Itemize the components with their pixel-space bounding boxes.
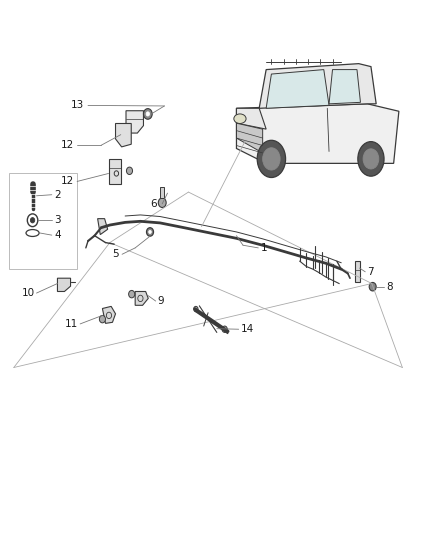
- Ellipse shape: [257, 140, 286, 177]
- Text: 4: 4: [54, 230, 60, 240]
- Text: 13: 13: [71, 100, 85, 110]
- Text: 7: 7: [367, 267, 374, 277]
- Polygon shape: [237, 104, 399, 164]
- Circle shape: [222, 326, 227, 333]
- Polygon shape: [102, 306, 116, 324]
- Circle shape: [369, 282, 376, 291]
- Polygon shape: [266, 70, 329, 108]
- Circle shape: [127, 167, 133, 174]
- Circle shape: [144, 109, 152, 119]
- Polygon shape: [98, 219, 108, 235]
- Polygon shape: [135, 292, 148, 305]
- Text: 10: 10: [21, 288, 35, 298]
- Polygon shape: [126, 111, 144, 133]
- Circle shape: [146, 112, 150, 116]
- Polygon shape: [259, 63, 376, 108]
- Text: 2: 2: [54, 190, 60, 200]
- Text: 8: 8: [386, 282, 393, 292]
- Text: 12: 12: [61, 176, 74, 187]
- Circle shape: [149, 230, 151, 233]
- Text: 14: 14: [241, 324, 254, 334]
- Ellipse shape: [263, 148, 280, 170]
- Text: 5: 5: [112, 249, 119, 259]
- Polygon shape: [160, 187, 164, 198]
- Circle shape: [129, 290, 135, 298]
- Text: 9: 9: [158, 296, 165, 306]
- Text: 11: 11: [65, 319, 78, 329]
- Text: 12: 12: [61, 140, 74, 150]
- Ellipse shape: [358, 142, 384, 176]
- Polygon shape: [237, 123, 263, 153]
- Polygon shape: [237, 108, 266, 129]
- Circle shape: [99, 316, 106, 323]
- Circle shape: [30, 217, 35, 223]
- Polygon shape: [116, 124, 131, 147]
- Text: 1: 1: [261, 243, 267, 253]
- Polygon shape: [109, 159, 121, 184]
- Polygon shape: [329, 70, 360, 104]
- Circle shape: [158, 198, 166, 207]
- Polygon shape: [355, 261, 360, 282]
- Polygon shape: [57, 278, 71, 292]
- Text: 3: 3: [54, 215, 60, 225]
- Ellipse shape: [234, 114, 246, 124]
- Ellipse shape: [363, 149, 379, 169]
- Text: 6: 6: [150, 199, 157, 209]
- Circle shape: [194, 306, 198, 312]
- Circle shape: [147, 228, 153, 236]
